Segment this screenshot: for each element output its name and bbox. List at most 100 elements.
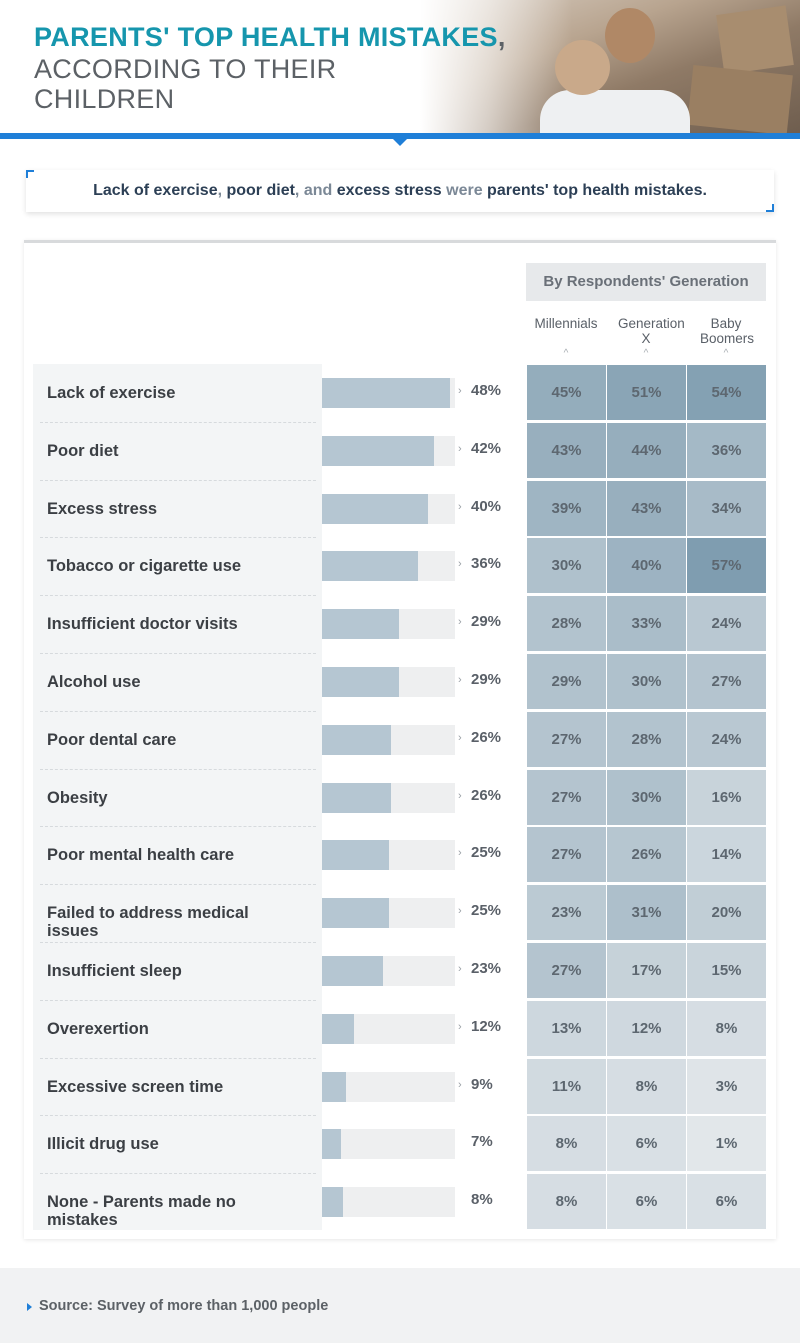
bar <box>322 493 429 524</box>
bar <box>322 782 392 813</box>
page-subtitle-line: ACCORDING TO THEIR <box>34 54 337 84</box>
source-note: Source: Survey of more than 1,000 people <box>39 1298 329 1314</box>
heatmap-cell: 33% <box>607 596 686 652</box>
category-label: Insufficient sleep <box>47 961 182 980</box>
row-divider <box>40 653 316 654</box>
summary-sep: , <box>217 182 227 199</box>
summary-part: Lack of exercise <box>93 182 218 199</box>
heatmap-cell: 14% <box>687 827 766 883</box>
heatmap-cell: 8% <box>527 1116 606 1172</box>
bar <box>322 1071 346 1102</box>
heatmap-cell: 24% <box>687 711 766 767</box>
category-label: Poor mental health care <box>47 846 235 865</box>
heatmap-cell: 24% <box>687 596 766 652</box>
heatmap-cell: 28% <box>607 711 686 767</box>
bar-value-label: 25% <box>471 844 502 862</box>
summary-part: excess stress <box>336 182 442 199</box>
bar-value-label: 9% <box>471 1075 493 1093</box>
row-divider <box>40 595 316 597</box>
sort-caret-icon[interactable]: ^ <box>643 348 649 359</box>
heatmap-cell: 30% <box>527 538 606 594</box>
sort-caret-icon[interactable]: ^ <box>723 348 729 359</box>
bar <box>322 551 418 582</box>
category-label: Excessive screen time <box>47 1077 224 1096</box>
chevron-right-icon: › <box>458 558 462 571</box>
chevron-right-icon: › <box>458 442 462 455</box>
heatmap-cell: 13% <box>527 1000 606 1056</box>
row-divider <box>40 826 316 828</box>
chevron-right-icon: › <box>458 1078 462 1091</box>
category-label: Obesity <box>47 788 108 807</box>
header-divider <box>0 133 800 139</box>
summary-sep: were <box>441 182 488 199</box>
heatmap-cell: 1% <box>687 1116 766 1172</box>
heatmap-cell: 27% <box>527 827 606 883</box>
bar-value-label: 48% <box>471 381 502 399</box>
bar-value-label: 42% <box>471 439 502 457</box>
row-divider <box>40 942 316 943</box>
header: PARENTS' TOP HEALTH MISTAKES, ACCORDING … <box>0 0 800 135</box>
bar <box>322 1187 344 1218</box>
chevron-right-icon: › <box>458 384 462 397</box>
photo-person-shirt <box>540 90 690 135</box>
bar-value-label: 29% <box>471 613 502 631</box>
heatmap-cell: 27% <box>687 654 766 709</box>
chevron-right-icon: › <box>458 905 462 918</box>
heatmap-cell: 43% <box>527 422 606 478</box>
row-divider <box>40 537 316 539</box>
photo-person-woman <box>555 40 610 95</box>
heatmap-cell: 45% <box>527 365 606 420</box>
summary-part: poor diet <box>226 182 295 199</box>
chevron-right-icon: › <box>458 673 462 686</box>
photo-moving-box <box>687 64 793 135</box>
heatmap-cell: 6% <box>687 1174 766 1230</box>
bracket-corner-icon <box>766 204 774 212</box>
heatmap-cell: 6% <box>607 1116 686 1172</box>
page-subtitle: ACCORDING TO THEIR CHILDREN <box>34 54 336 114</box>
heatmap-cell: 3% <box>687 1058 766 1114</box>
bar <box>322 1013 354 1044</box>
row-divider <box>40 1173 316 1175</box>
heatmap-cell: 30% <box>607 654 686 709</box>
bar-track <box>322 1129 455 1160</box>
heatmap-cell: 20% <box>687 885 766 941</box>
bar-value-label: 8% <box>471 1191 493 1209</box>
heatmap-cell: 34% <box>687 480 766 536</box>
row-divider <box>40 421 316 423</box>
heatmap-title: By Respondents' Generation <box>526 263 766 301</box>
heatmap-cell: 57% <box>687 538 766 594</box>
heatmap-cell: 15% <box>687 943 766 998</box>
heatmap-cell: 6% <box>607 1174 686 1230</box>
heatmap-cell: 8% <box>607 1058 686 1114</box>
bar <box>322 898 389 929</box>
row-divider <box>40 884 316 886</box>
bar <box>322 377 450 408</box>
row-divider <box>40 1115 316 1117</box>
heatmap-cell: 29% <box>527 654 606 709</box>
heatmap-cell: 43% <box>607 480 686 536</box>
category-label: Poor diet <box>47 441 119 460</box>
bar <box>322 724 392 755</box>
bar-value-label: 26% <box>471 786 502 804</box>
category-panel <box>33 364 322 1230</box>
row-divider <box>40 999 316 1001</box>
summary-part: parents' top health mistakes. <box>487 182 707 199</box>
bar-value-label: 7% <box>471 1133 493 1151</box>
chevron-right-icon: › <box>458 500 462 513</box>
bar <box>322 666 400 697</box>
category-label: None - Parents made no mistakes <box>47 1193 236 1230</box>
bar <box>322 609 400 640</box>
sort-caret-icon[interactable]: ^ <box>563 348 569 359</box>
heatmap-cell: 27% <box>527 943 606 998</box>
category-label: Lack of exercise <box>47 383 176 402</box>
heatmap-cell: 12% <box>607 1000 686 1056</box>
heatmap-cell: 8% <box>687 1000 766 1056</box>
chevron-right-icon: › <box>458 1020 462 1033</box>
heatmap-cell: 28% <box>527 596 606 652</box>
bar-track <box>322 1187 455 1218</box>
category-label: Tobacco or cigarette use <box>47 557 242 576</box>
summary-callout: Lack of exercise, poor diet, and excess … <box>26 170 774 212</box>
page-title-comma: , <box>497 22 506 52</box>
page-subtitle-line: CHILDREN <box>34 84 175 114</box>
category-label: Failed to address medical issues <box>47 904 249 941</box>
